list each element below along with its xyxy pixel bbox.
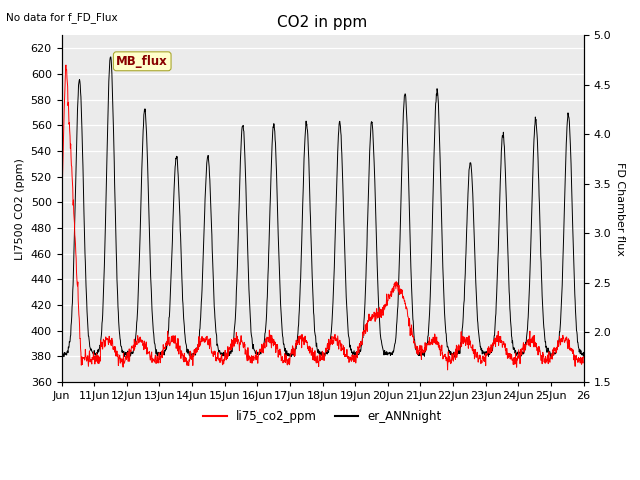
Y-axis label: LI7500 CO2 (ppm): LI7500 CO2 (ppm) [15, 157, 25, 260]
Legend: li75_co2_ppm, er_ANNnight: li75_co2_ppm, er_ANNnight [198, 406, 447, 428]
Text: MB_flux: MB_flux [116, 55, 168, 68]
Text: No data for f_FD_Flux: No data for f_FD_Flux [6, 12, 118, 23]
Title: CO2 in ppm: CO2 in ppm [278, 15, 368, 30]
Y-axis label: FD Chamber flux: FD Chamber flux [615, 162, 625, 255]
